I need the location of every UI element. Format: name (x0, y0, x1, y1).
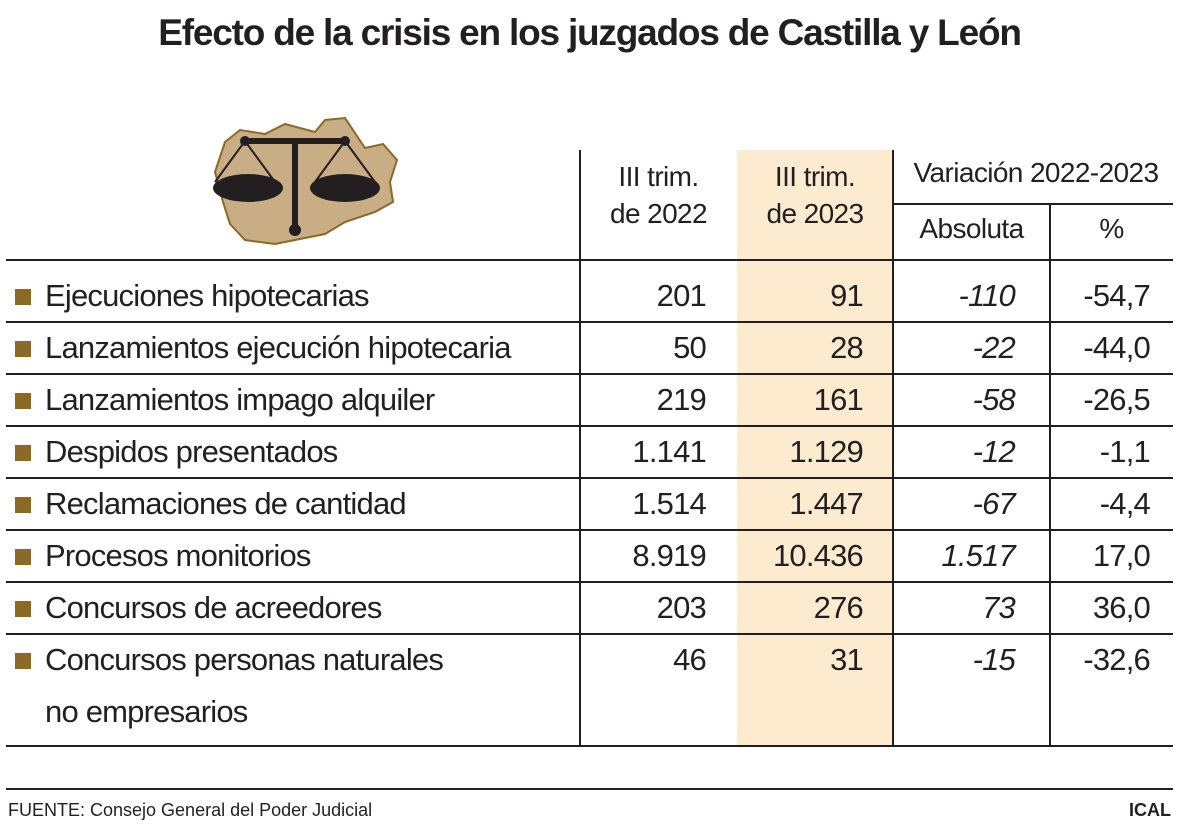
header-2022-line1: III trim. (618, 161, 699, 192)
table-row: Ejecuciones hipotecarias 201 91 -110 -54,7 (0, 270, 1179, 322)
row-label: Lanzamientos ejecución hipotecaria (45, 322, 511, 374)
value-2023: 276 (813, 590, 864, 625)
divider (6, 745, 1173, 747)
value-absolute: 73 (982, 590, 1016, 625)
value-2023: 28 (830, 330, 864, 365)
header-variation: Variación 2022-2023 (913, 157, 1160, 188)
value-2023: 1.447 (789, 486, 863, 521)
value-percent: 36,0 (1092, 590, 1151, 625)
header-2023: III trim. de 2023 (737, 158, 893, 232)
value-absolute: -110 (958, 278, 1015, 313)
row-divider (6, 425, 1173, 427)
row-label-line1: Ejecuciones hipotecarias (45, 278, 370, 313)
divider (579, 150, 581, 746)
row-label: Concursos de acreedores (45, 582, 382, 634)
row-label: Procesos monitorios (45, 530, 311, 582)
divider (6, 259, 1173, 261)
value-2022: 1.514 (632, 486, 706, 521)
row-divider (6, 633, 1173, 635)
value-2022: 1.141 (632, 434, 706, 469)
bullet-square-icon (15, 497, 31, 513)
row-label: Ejecuciones hipotecarias (45, 270, 370, 322)
value-2022: 201 (656, 278, 707, 313)
row-label-line1: Despidos presentados (45, 434, 338, 469)
value-percent: -54,7 (1083, 278, 1150, 313)
value-2023: 31 (830, 642, 864, 677)
value-2022: 8.919 (632, 538, 706, 573)
value-absolute: -22 (972, 330, 1016, 365)
table-row: Concursos de acreedores 203 276 73 36,0 (0, 582, 1179, 634)
row-label-line1: Procesos monitorios (45, 538, 311, 573)
value-percent: -44,0 (1083, 330, 1150, 365)
brand-label: ICAL (1129, 800, 1171, 820)
table-row: Despidos presentados 1.141 1.129 -12 -1,1 (0, 426, 1179, 478)
scales-of-justice-icon (213, 116, 399, 246)
row-label-line1: Lanzamientos impago alquiler (45, 382, 435, 417)
row-label: Despidos presentados (45, 426, 338, 478)
header-2023-line1: III trim. (774, 161, 856, 192)
bullet-square-icon (15, 341, 31, 357)
header-2022-line2: de 2022 (609, 198, 708, 229)
value-2023: 91 (830, 278, 864, 313)
table-row: Lanzamientos impago alquiler 219 161 -58 -26… (0, 374, 1179, 426)
page-title: Efecto de la crisis en los juzgados de C… (158, 12, 1022, 53)
bullet-square-icon (15, 549, 31, 565)
row-divider (6, 321, 1173, 323)
bullet-square-icon (15, 445, 31, 461)
row-divider (6, 581, 1173, 583)
table-row: Reclamaciones de cantidad 1.514 1.447 -67 -4… (0, 478, 1179, 530)
row-divider (6, 529, 1173, 531)
value-percent: -26,5 (1083, 382, 1150, 417)
row-label: Concursos personas naturales no empresari… (45, 634, 444, 738)
bullet-square-icon (15, 653, 31, 669)
row-label-line2: no empresarios (45, 694, 248, 729)
value-2023: 1.129 (789, 434, 863, 469)
divider (893, 203, 1173, 205)
value-absolute: -58 (972, 382, 1016, 417)
value-absolute: -12 (972, 434, 1016, 469)
value-2022: 219 (656, 382, 707, 417)
bullet-square-icon (15, 289, 31, 305)
value-absolute: -67 (972, 486, 1016, 521)
row-divider (6, 477, 1173, 479)
row-label-line1: Concursos personas naturales (45, 642, 444, 677)
divider (6, 788, 1173, 790)
value-absolute: 1.517 (941, 538, 1015, 573)
table-row: Lanzamientos ejecución hipotecaria 50 28 -2… (0, 322, 1179, 374)
row-label-line1: Concursos de acreedores (45, 590, 382, 625)
row-label: Reclamaciones de cantidad (45, 478, 407, 530)
row-label-line1: Lanzamientos ejecución hipotecaria (45, 330, 511, 365)
row-label: Lanzamientos impago alquiler (45, 374, 435, 426)
bullet-square-icon (15, 393, 31, 409)
value-percent: -1,1 (1099, 434, 1151, 469)
highlight-column-2023 (737, 150, 893, 746)
value-2022: 203 (656, 590, 707, 625)
value-2023: 161 (813, 382, 864, 417)
bullet-square-icon (15, 601, 31, 617)
row-divider (6, 373, 1173, 375)
header-absolute: Absoluta (919, 213, 1024, 244)
table-row: Concursos personas naturales no empresari… (0, 634, 1179, 729)
value-2022: 46 (673, 642, 707, 677)
row-label-line1: Reclamaciones de cantidad (45, 486, 407, 521)
value-2022: 50 (673, 330, 707, 365)
divider (1049, 204, 1051, 746)
table-row: Procesos monitorios 8.919 10.436 1.517 17,0 (0, 530, 1179, 582)
value-percent: -4,4 (1099, 486, 1151, 521)
value-percent: 17,0 (1092, 538, 1151, 573)
source-note: FUENTE: Consejo General del Poder Judici… (8, 800, 373, 820)
value-absolute: -15 (972, 642, 1016, 677)
header-2022: III trim. de 2022 (580, 158, 737, 232)
value-2023: 10.436 (772, 538, 864, 573)
divider (892, 150, 894, 746)
value-percent: -32,6 (1083, 642, 1150, 677)
header-percent: % (1099, 213, 1124, 244)
header-2023-line2: de 2023 (766, 198, 864, 229)
